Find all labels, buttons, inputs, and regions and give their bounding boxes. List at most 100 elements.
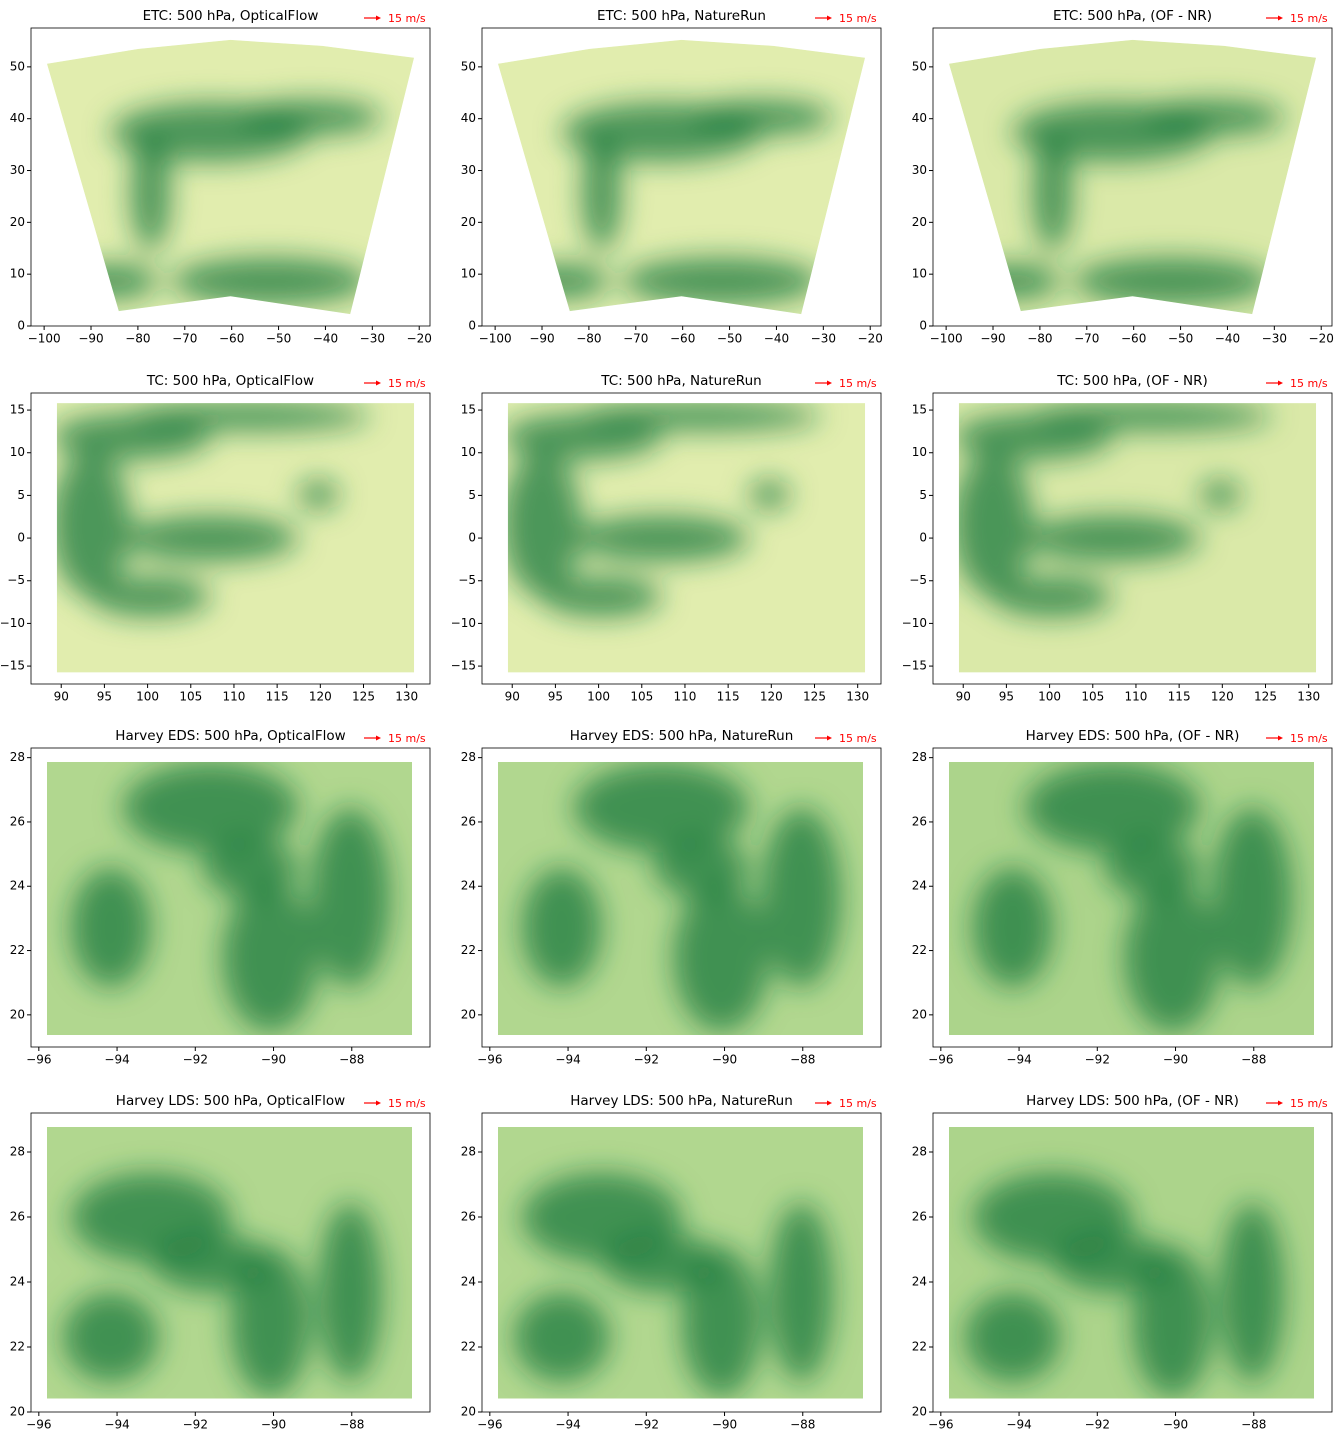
field: [497, 1127, 864, 1399]
field-blobs: [70, 762, 391, 1033]
x-tick-label: 95: [999, 690, 1014, 704]
x-tick-label: 105: [1081, 690, 1104, 704]
y-tick-label: 24: [461, 879, 476, 893]
axes-frame: [932, 27, 1333, 327]
panel-title: TC: 500 hPa, OpticalFlow: [146, 373, 314, 389]
field: [497, 762, 864, 1036]
panel-title: Harvey EDS: 500 hPa, NatureRun: [570, 728, 794, 744]
x-tick-label: −20: [407, 332, 432, 346]
reference-label: 15 m/s: [839, 732, 877, 745]
x-tick-label: −96: [928, 1053, 953, 1067]
field-blob: [1104, 837, 1201, 898]
axes-frame: [932, 1112, 1333, 1413]
x-tick-label: 125: [1254, 690, 1277, 704]
field-blob: [1212, 807, 1293, 988]
x-tick-label: −96: [477, 1053, 502, 1067]
field: [948, 39, 1317, 315]
x-tick-label: −94: [555, 1418, 580, 1432]
field-blob: [1024, 515, 1201, 562]
x-tick-label: 120: [760, 690, 783, 704]
panel-title: ETC: 500 hPa, OpticalFlow: [143, 8, 319, 24]
field: [948, 762, 1315, 1036]
x-tick-label: −60: [1121, 332, 1146, 346]
reference-label: 15 m/s: [1290, 732, 1328, 745]
field-blob: [1024, 762, 1201, 853]
y-tick-label: 10: [912, 445, 927, 459]
field-blob: [1132, 1247, 1213, 1398]
reference-arrowhead: [376, 15, 381, 21]
field-blob: [573, 515, 750, 562]
field-blob: [1140, 99, 1285, 136]
x-tick-label: 110: [223, 690, 246, 704]
x-tick-label: −50: [1168, 332, 1193, 346]
field-blob: [230, 1247, 311, 1398]
field: [46, 39, 415, 315]
panel-title: ETC: 500 hPa, NatureRun: [597, 8, 766, 24]
field-blob: [958, 451, 1033, 597]
y-tick-label: −10: [451, 616, 476, 630]
x-tick-label: −50: [717, 332, 742, 346]
field-blob: [769, 1202, 834, 1383]
field-blob: [573, 762, 750, 853]
x-tick-label: 105: [179, 690, 202, 704]
y-tick-label: 22: [461, 1340, 476, 1354]
y-tick-label: 24: [10, 1275, 25, 1289]
y-tick-label: 15: [912, 403, 927, 417]
y-tick-label: 26: [461, 1210, 476, 1224]
field-blobs: [972, 762, 1293, 1033]
reference-arrowhead: [827, 735, 832, 741]
y-tick-label: 20: [461, 215, 476, 229]
x-tick-label: 90: [54, 690, 69, 704]
panel: −96 −94 −92 −90 −88 20 22 24 26 28 Harvey EDS: 500…: [461, 728, 882, 1067]
field-blob: [621, 257, 822, 306]
x-tick-label: −80: [1027, 332, 1052, 346]
reference-label: 15 m/s: [839, 377, 877, 390]
y-tick-label: 0: [17, 531, 25, 545]
x-tick-label: −96: [928, 1418, 953, 1432]
y-tick-label: 5: [468, 488, 476, 502]
field-blob: [1220, 1202, 1285, 1383]
field-blob: [1200, 480, 1241, 510]
x-tick-label: 130: [1297, 690, 1320, 704]
y-tick-label: 28: [912, 1145, 927, 1159]
y-tick-label: 28: [10, 1145, 25, 1159]
axes-frame: [481, 747, 882, 1048]
y-tick-label: 22: [912, 1340, 927, 1354]
y-tick-label: −15: [0, 659, 25, 673]
field-blob: [992, 576, 1113, 618]
x-tick-label: 100: [1038, 690, 1061, 704]
y-tick-label: 26: [461, 814, 476, 828]
field-blob: [62, 1292, 159, 1383]
x-tick-label: −70: [172, 332, 197, 346]
field: [497, 39, 866, 315]
y-tick-label: 40: [461, 111, 476, 125]
x-tick-label: 110: [674, 690, 697, 704]
reference-label: 15 m/s: [388, 1097, 426, 1110]
reference-arrowhead: [1278, 1100, 1283, 1106]
x-tick-label: −88: [339, 1053, 364, 1067]
x-tick-label: 95: [97, 690, 112, 704]
x-tick-label: −30: [360, 332, 385, 346]
field-blob: [1032, 403, 1273, 431]
y-tick-label: 20: [461, 1405, 476, 1419]
x-tick-label: −40: [1215, 332, 1240, 346]
x-tick-label: −80: [576, 332, 601, 346]
field: [948, 1127, 1315, 1399]
axes-frame: [481, 27, 882, 327]
x-tick-label: −20: [1309, 332, 1334, 346]
axes-frame: [30, 27, 431, 327]
y-tick-label: 28: [461, 1145, 476, 1159]
y-tick-label: 10: [912, 267, 927, 281]
reference-arrowhead: [827, 15, 832, 21]
y-tick-label: 22: [10, 943, 25, 957]
reference-label: 15 m/s: [1290, 12, 1328, 25]
y-tick-label: 28: [912, 750, 927, 764]
y-tick-label: 26: [10, 1210, 25, 1224]
field-blob: [310, 807, 391, 988]
panel: −96 −94 −92 −90 −88 20 22 24 26 28 Harvey EDS: 500…: [912, 728, 1333, 1067]
x-tick-label: 115: [266, 690, 289, 704]
y-tick-label: 30: [912, 163, 927, 177]
panel: −100 −90 −80 −70 −60 −50 −40 −30 −20 0 10 20 30 40 50 E…: [912, 8, 1334, 346]
x-tick-label: −92: [1085, 1053, 1110, 1067]
x-tick-label: −20: [858, 332, 883, 346]
